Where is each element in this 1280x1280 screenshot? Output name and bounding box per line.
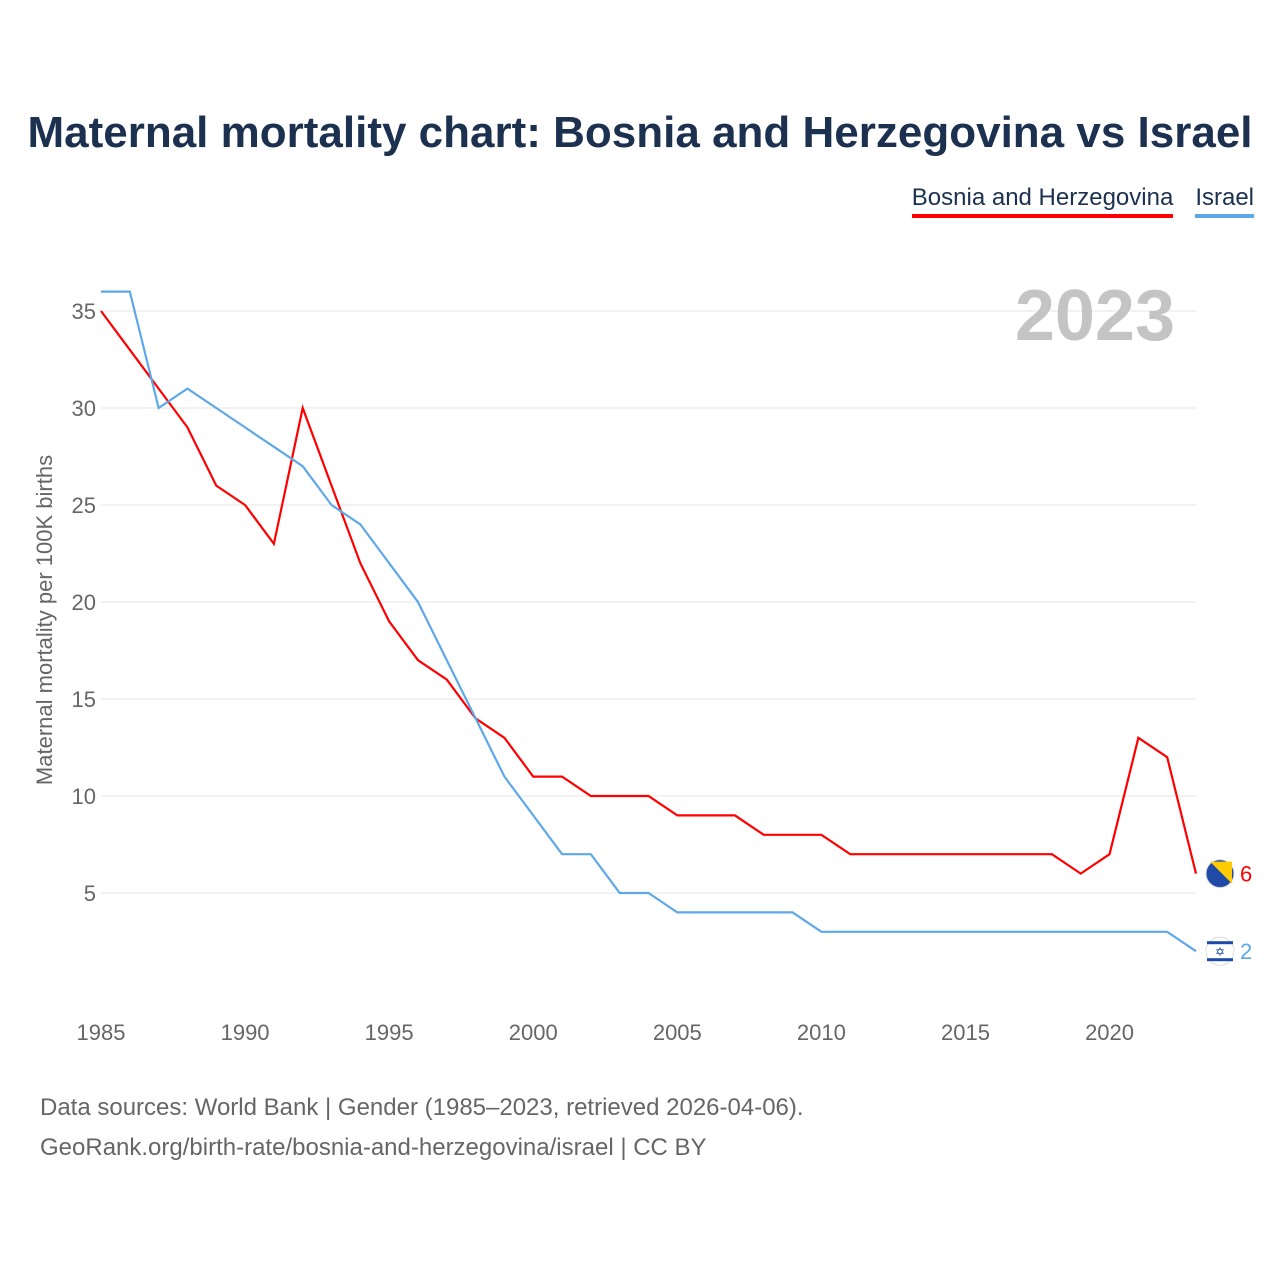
y-tick-label: 20 xyxy=(72,590,96,615)
y-tick-label: 5 xyxy=(84,881,96,906)
flag-stripe xyxy=(1210,861,1232,884)
x-tick-label: 1985 xyxy=(77,1020,126,1045)
x-tick-label: 2020 xyxy=(1085,1020,1134,1045)
legend-item-bosnia[interactable]: Bosnia and Herzegovina xyxy=(911,184,1174,218)
flag-stripe xyxy=(1207,941,1233,945)
x-tick-label: 2010 xyxy=(797,1020,846,1045)
series-line-1 xyxy=(101,290,1197,953)
year-watermark: 2023 xyxy=(1015,276,1175,356)
source-note: Data sources: World Bank | Gender (1985–… xyxy=(40,1088,804,1168)
legend: Bosnia and Herzegovina Israel xyxy=(911,184,1254,218)
chart-title: Maternal mortality chart: Bosnia and Her… xyxy=(27,108,1253,157)
y-tick-label: 10 xyxy=(72,784,96,809)
end-value-label: 6 xyxy=(1240,862,1252,887)
x-tick-label: 2005 xyxy=(653,1020,702,1045)
x-tick-label: 1990 xyxy=(221,1020,270,1045)
y-tick-label: 15 xyxy=(72,687,96,712)
star-of-david-icon: ✡ xyxy=(1215,945,1225,959)
y-axis-label: Maternal mortality per 100K births xyxy=(32,455,57,785)
x-tick-label: 2000 xyxy=(509,1020,558,1045)
x-tick-label: 2015 xyxy=(941,1020,990,1045)
source-line-2[interactable]: GeoRank.org/birth-rate/bosnia-and-herzeg… xyxy=(40,1134,707,1161)
y-tick-label: 35 xyxy=(72,299,96,324)
end-value-label: 2 xyxy=(1240,939,1252,964)
y-tick-label: 30 xyxy=(72,396,96,421)
legend-item-israel[interactable]: Israel xyxy=(1195,184,1254,218)
series-line-0 xyxy=(100,310,1198,875)
y-tick-label: 25 xyxy=(72,493,96,518)
flag-stripe xyxy=(1207,958,1233,962)
source-line-1: Data sources: World Bank | Gender (1985–… xyxy=(40,1094,804,1121)
x-tick-label: 1995 xyxy=(365,1020,414,1045)
